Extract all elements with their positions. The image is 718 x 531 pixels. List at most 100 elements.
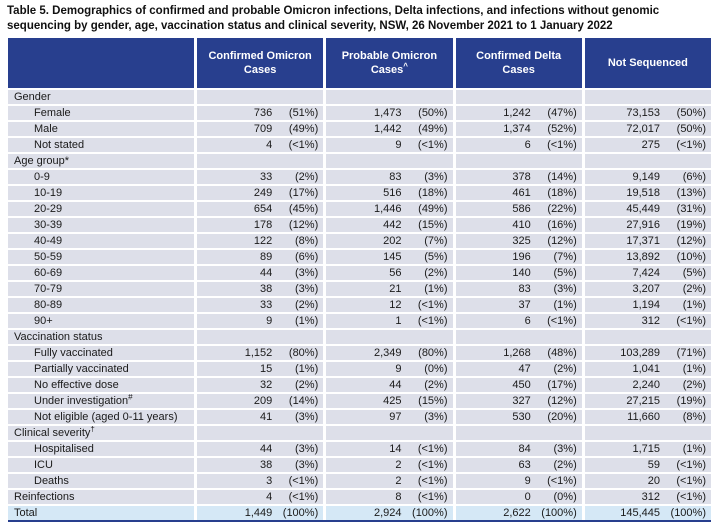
data-cell: 140 (5%) — [455, 265, 582, 280]
data-cell — [197, 89, 324, 104]
percent-value: (2%) — [682, 378, 706, 391]
percent-value: (49%) — [288, 122, 319, 135]
data-cell: 7,424 (5%) — [584, 265, 711, 280]
row-label: 50-59 — [8, 249, 194, 264]
data-cell: 1,242 (47%) — [455, 105, 582, 120]
percent-value: (2%) — [553, 362, 577, 375]
data-cell: 2,924 (100%) — [326, 505, 453, 520]
percent-value: (17%) — [288, 186, 319, 199]
percent-value: (<1%) — [676, 458, 706, 471]
count-value: 17,371 — [626, 234, 660, 247]
percent-value: (80%) — [418, 346, 448, 359]
count-value: 38 — [260, 458, 273, 471]
count-value: 6 — [524, 138, 531, 151]
data-cell — [584, 425, 711, 440]
count-value: 1,446 — [373, 202, 402, 215]
count-value: 4 — [266, 490, 273, 503]
data-cell: 9 (<1%) — [455, 473, 582, 488]
count-value: 44 — [260, 266, 273, 279]
count-value: 47 — [518, 362, 531, 375]
table-row: Partially vaccinated 15 (1%) 9 (0%) 47 (2%) 1,0… — [8, 361, 711, 376]
row-label: Reinfections — [8, 489, 194, 504]
percent-value: (<1%) — [288, 490, 319, 503]
data-cell: 1,374 (52%) — [455, 121, 582, 136]
percent-value: (<1%) — [288, 138, 319, 151]
data-cell: 9 (1%) — [197, 313, 324, 328]
count-value: 12 — [389, 298, 402, 311]
percent-value: (<1%) — [417, 458, 448, 471]
percent-value: (1%) — [553, 298, 577, 311]
count-value: 122 — [253, 234, 273, 247]
count-value: 410 — [512, 218, 531, 231]
count-value: 3,207 — [632, 282, 660, 295]
data-cell: 38 (3%) — [197, 457, 324, 472]
row-label: 60-69 — [8, 265, 194, 280]
data-cell: 12 (<1%) — [326, 297, 453, 312]
data-cell: 1,194 (1%) — [584, 297, 711, 312]
data-cell: 44 (3%) — [197, 265, 324, 280]
percent-value: (3%) — [295, 282, 319, 295]
percent-value: (2%) — [295, 170, 319, 183]
count-value: 44 — [389, 378, 402, 391]
data-cell: 27,916 (19%) — [584, 217, 711, 232]
percent-value: (<1%) — [417, 490, 448, 503]
data-cell: 312 (<1%) — [584, 489, 711, 504]
data-cell: 654 (45%) — [197, 201, 324, 216]
percent-value: (71%) — [676, 346, 706, 359]
data-cell: 2,349 (80%) — [326, 345, 453, 360]
section-row: Gender — [8, 89, 711, 104]
table-row: 80-89 33 (2%) 12 (<1%) 37 (1%) 1,194 (1%) — [8, 297, 711, 312]
count-value: 325 — [512, 234, 531, 247]
count-value: 97 — [389, 410, 402, 423]
count-value: 11,660 — [627, 410, 660, 423]
percent-value: (31%) — [676, 202, 706, 215]
data-cell: 21 (1%) — [326, 281, 453, 296]
data-cell: 11,660 (8%) — [584, 409, 711, 424]
row-label: 70-79 — [8, 281, 194, 296]
percent-value: (16%) — [547, 218, 577, 231]
percent-value: (3%) — [553, 282, 577, 295]
row-label: 40-49 — [8, 233, 194, 248]
data-cell — [197, 153, 324, 168]
table-row: 90+ 9 (1%) 1 (<1%) 6 (<1%) 312 (<1%) — [8, 313, 711, 328]
table-row: Female 736 (51%) 1,473 (50%) 1,242 (47%) 73,153… — [8, 105, 711, 120]
percent-value: (<1%) — [417, 314, 448, 327]
table-row: 70-79 38 (3%) 21 (1%) 83 (3%) 3,207 (2%) — [8, 281, 711, 296]
data-cell: 425 (15%) — [326, 393, 453, 408]
count-value: 0 — [524, 490, 531, 503]
table-row: Not eligible (aged 0-11 years) 41 (3%) 97 (3… — [8, 409, 711, 424]
count-value: 178 — [253, 218, 273, 231]
data-cell: 178 (12%) — [197, 217, 324, 232]
count-value: 1,473 — [373, 106, 402, 119]
header-cell-confirmed-omicron: Confirmed Omicron Cases — [197, 37, 324, 88]
percent-value: (<1%) — [547, 474, 577, 487]
count-value: 202 — [383, 234, 402, 247]
row-label: Partially vaccinated — [8, 361, 194, 376]
percent-value: (12%) — [547, 394, 577, 407]
count-value: 103,289 — [620, 346, 660, 359]
data-cell: 1,442 (49%) — [326, 121, 453, 136]
data-cell: 15 (1%) — [197, 361, 324, 376]
count-value: 145 — [383, 250, 402, 263]
count-value: 9 — [524, 474, 531, 487]
data-cell: 275 (<1%) — [584, 137, 711, 152]
count-value: 249 — [253, 186, 273, 199]
row-label: Not eligible (aged 0-11 years) — [8, 409, 194, 424]
data-cell: 14 (<1%) — [326, 441, 453, 456]
data-cell: 1,152 (80%) — [197, 345, 324, 360]
count-value: 140 — [512, 266, 531, 279]
percent-value: (<1%) — [547, 138, 577, 151]
data-cell: 122 (8%) — [197, 233, 324, 248]
data-cell: 442 (15%) — [326, 217, 453, 232]
percent-value: (<1%) — [676, 474, 706, 487]
table-body: Gender Female 736 (51%) 1,473 (50%) 1,242 (47%)… — [8, 89, 711, 520]
table-row: 0-9 33 (2%) 83 (3%) 378 (14%) 9,149 (6%) — [8, 169, 711, 184]
data-cell — [455, 329, 582, 344]
table-row: 60-69 44 (3%) 56 (2%) 140 (5%) 7,424 (5%) — [8, 265, 711, 280]
data-cell: 17,371 (12%) — [584, 233, 711, 248]
count-value: 196 — [512, 250, 531, 263]
percent-value: (2%) — [295, 298, 319, 311]
percent-value: (<1%) — [417, 442, 448, 455]
row-label: Deaths — [8, 473, 194, 488]
count-value: 83 — [518, 282, 531, 295]
